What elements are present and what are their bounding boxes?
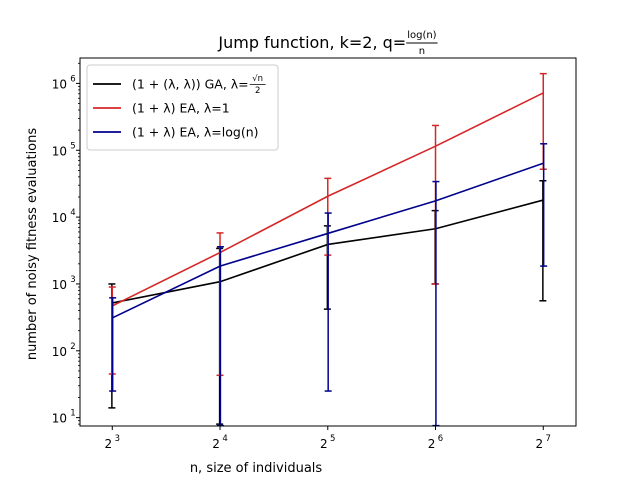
y-tick-label: 10 — [52, 77, 67, 91]
x-tick-label-exponent: 7 — [546, 434, 551, 444]
legend: (1 + (λ, λ)) GA, λ= √n 2 (1 + λ) EA, λ=1 (1 … — [86, 64, 279, 151]
chart-title-fraction-denominator: n — [419, 46, 425, 57]
x-tick-label: 2 — [212, 437, 220, 451]
chart-title-text: Jump function, k=2, q= — [217, 33, 406, 52]
legend-label: (1 + λ) EA, λ=log(n) — [132, 125, 259, 140]
plot-area — [108, 72, 548, 427]
legend-box — [86, 64, 279, 151]
x-tick-label-exponent: 3 — [115, 434, 120, 444]
y-tick-label: 10 — [52, 211, 67, 225]
series-line — [111, 92, 544, 307]
y-tick-label: 10 — [52, 144, 67, 158]
x-tick-label-exponent: 6 — [438, 434, 443, 444]
chart-title: Jump function, k=2, q= log(n) n — [217, 30, 438, 57]
y-tick-label-exponent: 4 — [70, 208, 75, 218]
legend-label: (1 + λ) EA, λ=1 — [132, 101, 230, 116]
y-tick-label-exponent: 2 — [70, 342, 75, 352]
x-tick-label-exponent: 4 — [222, 434, 227, 444]
x-tick-label: 2 — [428, 437, 436, 451]
y-axis-label: number of noisy fitness evaluations — [25, 128, 40, 361]
y-tick-label: 10 — [52, 412, 67, 426]
chart-title-fraction-numerator: log(n) — [407, 30, 436, 41]
y-tick-label-exponent: 3 — [70, 275, 75, 285]
x-tick-label-exponent: 5 — [330, 434, 335, 444]
x-tick-label: 2 — [104, 437, 112, 451]
legend-label: (1 + (λ, λ)) GA, λ= — [132, 77, 249, 92]
y-tick-label-exponent: 5 — [70, 141, 75, 151]
y-tick-label-exponent: 6 — [70, 74, 75, 84]
legend-fraction-denominator: 2 — [255, 86, 260, 96]
series-line — [111, 162, 544, 319]
x-tick-label: 2 — [535, 437, 543, 451]
x-axis-label: n, size of individuals — [190, 461, 323, 476]
y-tick-label-exponent: 1 — [70, 409, 75, 419]
y-tick-label: 10 — [52, 345, 67, 359]
y-tick-label: 10 — [52, 278, 67, 292]
legend-fraction-numerator: √n — [252, 74, 263, 84]
x-tick-label: 2 — [320, 437, 328, 451]
